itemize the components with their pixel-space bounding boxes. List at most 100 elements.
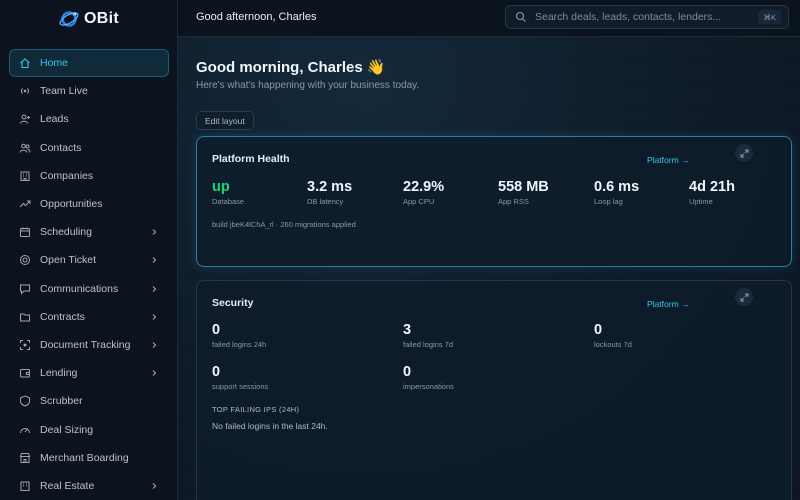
metric-label: failed logins 24h [212, 340, 267, 349]
sidebar-item-label: Home [40, 57, 69, 70]
metric-db-latency: 3.2 ms DB latency [307, 179, 352, 206]
chevron-right-icon [152, 313, 157, 320]
metric-app-cpu: 22.9% App CPU [403, 179, 444, 206]
platform-health-card: Platform Health Platform → up Database 3… [196, 136, 792, 267]
metric-label: Database [212, 197, 245, 206]
sidebar-item-label: Lending [40, 367, 78, 380]
sidebar-item-label: Opportunities [40, 198, 103, 211]
empty-state-message: No failed logins in the last 24h. [212, 421, 328, 431]
sidebar-nav: Home Team Live Leads Contacts Companies … [9, 49, 169, 500]
main-content: Good morning, Charles 👋 Here's what's ha… [178, 37, 800, 500]
expand-icon [740, 293, 748, 301]
sidebar-item-deal-sizing[interactable]: Deal Sizing [9, 415, 169, 443]
broadcast-icon [19, 85, 31, 97]
metric-failed-logins-7d: 3 failed logins 7d [403, 322, 453, 349]
metric-label: App CPU [403, 197, 435, 206]
sidebar-item-contracts[interactable]: Contracts [9, 303, 169, 331]
search-input[interactable]: Search deals, leads, contacts, lenders..… [505, 5, 789, 29]
metric-label: Loop lag [594, 197, 623, 206]
card-title: Security [212, 297, 254, 309]
page-subtitle: Here's what's happening with your busine… [196, 80, 420, 91]
sidebar-item-companies[interactable]: Companies [9, 162, 169, 190]
chat-icon [19, 283, 31, 295]
sidebar-item-label: Open Ticket [40, 254, 97, 267]
chevron-right-icon [152, 257, 157, 264]
metric-value: 0 [212, 364, 221, 380]
sidebar-item-home[interactable]: Home [9, 49, 169, 78]
sidebar-item-label: Companies [40, 169, 94, 182]
shield-icon [19, 395, 31, 407]
sidebar-item-opportunities[interactable]: Opportunities [9, 190, 169, 218]
sidebar-item-communications[interactable]: Communications [9, 275, 169, 303]
metric-label: support sessions [212, 382, 269, 391]
metric-value: 0 [403, 364, 412, 380]
top-failing-ips-heading: TOP FAILING IPS (24H) [212, 405, 300, 414]
metric-impersonations: 0 impersonations [403, 364, 454, 391]
scan-icon [19, 339, 31, 351]
metric-label: Uptime [689, 197, 713, 206]
sidebar: OBit Home Team Live Leads Contacts Compa… [0, 0, 178, 500]
sidebar-item-team-live[interactable]: Team Live [9, 77, 169, 105]
metric-value: 0 [594, 322, 603, 338]
metric-value: 22.9% [403, 179, 445, 195]
chevron-right-icon [152, 229, 157, 236]
gauge-icon [19, 424, 31, 436]
card-title: Platform Health [212, 153, 290, 165]
sidebar-item-contacts[interactable]: Contacts [9, 134, 169, 162]
sidebar-item-lending[interactable]: Lending [9, 359, 169, 387]
sidebar-item-leads[interactable]: Leads [9, 105, 169, 133]
building-icon [19, 170, 31, 182]
store-icon [19, 452, 31, 464]
lifebuoy-icon [19, 254, 31, 266]
sidebar-item-label: Real Estate [40, 479, 95, 492]
sidebar-item-merchant-boarding[interactable]: Merchant Boarding [9, 444, 169, 472]
folder-icon [19, 311, 31, 323]
sidebar-item-document-tracking[interactable]: Document Tracking [9, 331, 169, 359]
metric-loop-lag: 0.6 ms Loop lag [594, 179, 639, 206]
expand-button[interactable] [735, 288, 753, 306]
search-shortcut-badge: ⌘K [758, 10, 781, 24]
metric-value: 4d 21h [689, 179, 735, 195]
metric-database: up Database [212, 179, 244, 206]
user-plus-icon [19, 113, 31, 125]
sidebar-item-label: Scrubber [40, 395, 83, 408]
metric-value: 558 MB [498, 179, 549, 195]
expand-button[interactable] [735, 144, 753, 162]
orbit-logo-icon [58, 8, 80, 30]
platform-link[interactable]: Platform → [647, 299, 690, 309]
search-placeholder: Search deals, leads, contacts, lenders..… [535, 11, 722, 23]
metric-label: lockouts 7d [594, 340, 632, 349]
sidebar-item-scheduling[interactable]: Scheduling [9, 218, 169, 246]
search-icon [515, 11, 526, 22]
sidebar-item-label: Communications [40, 282, 119, 295]
sidebar-item-label: Document Tracking [40, 338, 131, 351]
calendar-icon [19, 226, 31, 238]
sidebar-item-label: Scheduling [40, 226, 92, 239]
chevron-right-icon [152, 342, 157, 348]
chevron-right-icon [152, 370, 157, 377]
sidebar-item-real-estate[interactable]: Real Estate [9, 472, 169, 500]
brand-logo[interactable]: OBit [0, 0, 177, 37]
sidebar-item-label: Team Live [40, 85, 88, 98]
sidebar-item-scrubber[interactable]: Scrubber [9, 387, 169, 415]
trend-up-icon [19, 198, 31, 210]
users-icon [19, 142, 31, 154]
metric-support-sessions: 0 support sessions [212, 364, 268, 391]
sidebar-item-open-ticket[interactable]: Open Ticket [9, 246, 169, 274]
metric-lockouts-7d: 0 lockouts 7d [594, 322, 632, 349]
expand-icon [740, 149, 748, 157]
build-info: build jbeK4lChA_rl · 260 migrations appl… [212, 220, 356, 229]
metric-value: 3.2 ms [307, 179, 353, 195]
metric-value: 0.6 ms [594, 179, 640, 195]
platform-link[interactable]: Platform → [647, 155, 690, 165]
metric-label: impersonations [403, 382, 454, 391]
sidebar-item-label: Contracts [40, 310, 85, 323]
metric-label: App RSS [498, 197, 529, 206]
page-title: Good morning, Charles 👋 [196, 59, 386, 76]
metric-value: 3 [403, 322, 412, 338]
top-header: Good afternoon, Charles Search deals, le… [178, 0, 800, 37]
metric-value: up [212, 179, 230, 195]
edit-layout-button[interactable]: Edit layout [196, 111, 254, 130]
metric-label: failed logins 7d [403, 340, 454, 349]
home-icon [19, 57, 31, 69]
